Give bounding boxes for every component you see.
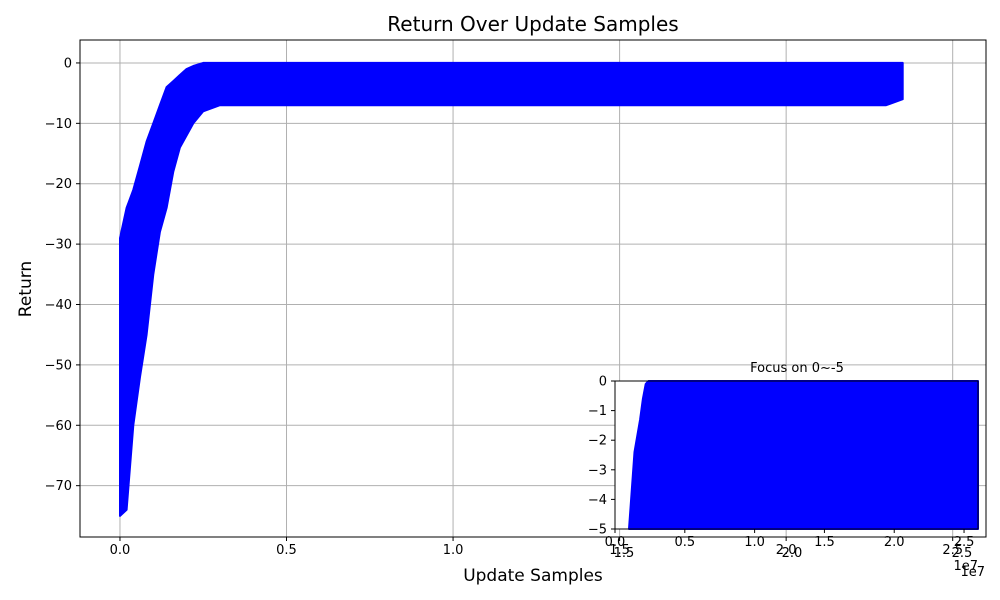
x-axis-label: Update Samples [463,566,603,586]
overlap-tick-label: 2.0 [782,546,803,561]
inset-plot-frame [614,380,979,530]
y-tick-label: −2 [588,434,607,449]
x-tick-label: 0.5 [276,543,297,558]
y-tick-label: 0 [64,56,72,71]
y-tick-label: −10 [45,117,72,132]
x-tick-label: 1.0 [443,543,464,558]
main-plot-frame [79,39,987,538]
inset-title: Focus on 0~-5 [750,361,844,376]
y-tick-label: −30 [45,238,72,253]
y-axis-label: Return [16,261,36,317]
y-tick-label: −40 [45,298,72,313]
x-tick-label: 1.5 [609,543,630,558]
x-tick-label: 0.0 [110,543,131,558]
x-tick-label: 2.0 [776,543,797,558]
y-tick-label: −60 [45,419,72,434]
inset-series [628,380,979,530]
y-tick-label: −20 [45,177,72,192]
inset-x-ticks: 0.0 0.5 1.0 1.5 2.0 2.5 [605,529,975,550]
y-tick-label: −4 [588,493,607,508]
x-tick-label: 2.5 [954,535,975,550]
x-tick-label: 1.5 [814,535,835,550]
y-tick-label: −50 [45,358,72,373]
chart-title: Return Over Update Samples [387,12,678,36]
x-tick-label: 0.0 [605,535,626,550]
x-tick-label: 2.5 [942,543,963,558]
y-tick-label: 0 [599,375,607,390]
x-scale-exponent: 1e7 [960,565,985,580]
overlap-x-scale-exponent: 1e7 [953,559,978,574]
inset-chart: 0.0 0.5 1.0 1.5 2.0 2.5 0 −1 −2 −3 −4 −5 Focus on … [588,361,979,550]
y-tick-label: −70 [45,479,72,494]
y-tick-label: −1 [588,404,607,419]
y-tick-label: −3 [588,463,607,478]
main-series [119,61,904,517]
overlap-tick-labels: 1.5 2.0 2.5 [614,546,973,561]
inset-y-ticks: 0 −1 −2 −3 −4 −5 [588,375,615,538]
main-y-ticks: 0 −10 −20 −30 −40 −50 −60 −70 [45,56,80,494]
overlap-tick-label: 2.5 [952,546,973,561]
series-band [119,61,904,517]
series-band [628,380,979,530]
y-tick-label: −5 [588,523,607,538]
x-tick-label: 2.0 [884,535,905,550]
main-x-ticks: 0.0 0.5 1.0 1.5 2.0 2.5 [110,537,963,558]
overlap-tick-label: 1.5 [614,546,635,561]
x-tick-label: 1.0 [744,535,765,550]
x-tick-label: 0.5 [674,535,695,550]
